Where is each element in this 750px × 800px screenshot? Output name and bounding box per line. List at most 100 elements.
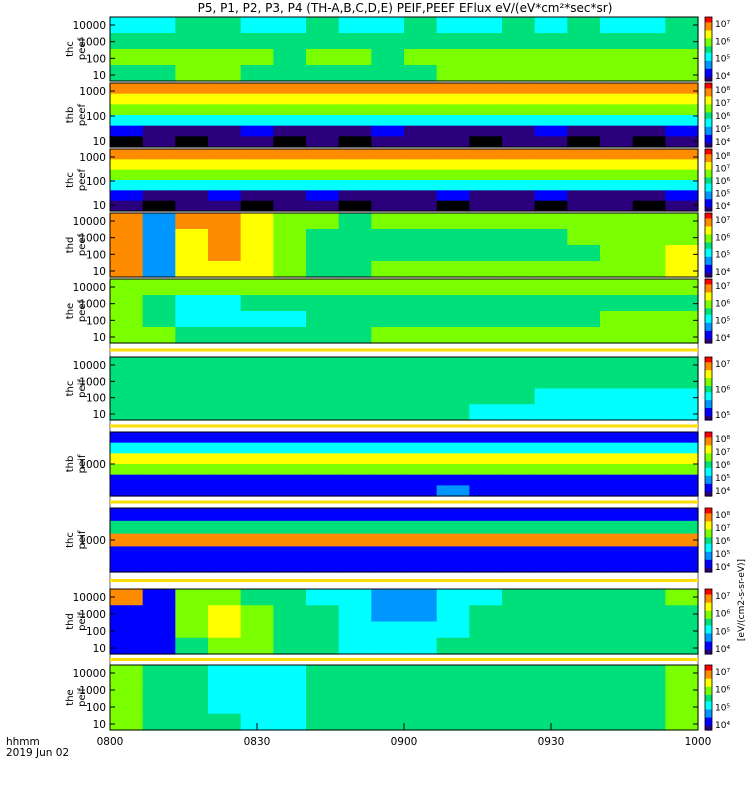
colorbar-cell-1-16 [705,119,712,122]
heatmap-cell-6-0-7 [338,432,372,444]
heatmap-cell-4-3-6 [306,327,340,344]
heatmap-cell-8-1-10 [436,605,470,623]
colorbar-cell-2-9 [705,195,712,198]
colorbar-cell-4-9 [705,327,712,330]
panel-frame-1 [109,82,699,148]
panel-ylabel-2-1: peef [77,168,88,191]
heatmap-cell-9-2-6 [306,697,340,715]
colorbar-tick-label-8-3: 10⁷ [715,592,730,602]
heatmap-cell-8-1-11 [469,605,503,623]
panel-ytick-label-0-3: 10000 [73,20,106,32]
colorbar-cell-3-9 [705,261,712,264]
heatmap-cell-6-4-4 [240,474,274,486]
heatmap-cell-4-3-17 [665,327,699,344]
heatmap-cell-2-4-2 [175,190,209,202]
heatmap-cell-2-5-17 [665,200,699,212]
heatmap-cell-2-4-14 [567,190,601,202]
colorbar-cell-2-39 [705,149,712,152]
heatmap-cell-1-4-14 [567,125,601,137]
heatmap-cell-2-0-7 [338,149,372,160]
heatmap-cell-4-0-1 [142,279,176,296]
heatmap-cell-1-2-3 [208,104,242,116]
heatmap-cell-6-5-9 [404,485,438,497]
heatmap-cell-8-3-7 [338,637,372,655]
colorbar-cell-8-2 [705,649,712,652]
heatmap-cell-3-2-12 [502,245,536,262]
colorbar-cell-6-33 [705,441,712,444]
heatmap-cell-6-0-16 [632,432,666,444]
heatmap-cell-2-2-14 [567,169,601,181]
colorbar-cell-0-13 [705,58,712,61]
heatmap-cell-2-3-7 [338,180,372,191]
colorbar-unit-label: [eV/(cm2-s-sr-eV)] [737,559,747,641]
heatmap-cell-7-2-10 [436,533,470,547]
colorbar-cell-5-31 [705,369,712,372]
heatmap-cell-9-2-3 [208,697,242,715]
heatmap-cell-4-3-8 [371,327,405,344]
heatmap-cell-6-3-2 [175,464,209,476]
colorbar-tick-label-6-2: 10⁶ [715,461,730,471]
heatmap-cell-0-2-5 [273,49,307,66]
heatmap-cell-1-1-13 [534,93,568,105]
heatmap-cell-5-1-8 [371,372,405,390]
heatmap-cell-2-3-9 [404,180,438,191]
colorbar-cell-4-15 [705,317,712,320]
colorbar-cell-8-5 [705,644,712,647]
heatmap-cell-2-4-0 [110,190,144,202]
heatmap-cell-1-5-0 [110,136,144,148]
panel-ylabel-8-1: peif [77,612,88,631]
heatmap-cell-6-5-7 [338,485,372,497]
heatmap-cell-6-5-0 [110,485,144,497]
heatmap-cell-1-4-15 [600,125,634,137]
heatmap-cell-5-2-8 [371,388,405,405]
heatmap-cell-3-1-2 [175,229,209,246]
heatmap-cell-6-4-8 [371,474,405,486]
heatmap-cell-9-1-14 [567,681,601,699]
heatmap-cell-4-0-0 [110,279,144,296]
heatmap-cell-6-2-12 [502,453,536,465]
heatmap-cell-9-2-12 [502,697,536,715]
colorbar-cell-9-8 [705,715,712,718]
colorbar-cell-8-21 [705,618,712,621]
heatmap-cell-0-1-10 [436,33,470,50]
heatmap-cell-0-0-4 [240,17,274,34]
heatmap-cell-7-4-11 [469,559,503,573]
heatmap-cell-0-2-4 [240,49,274,66]
heatmap-cell-6-1-6 [306,442,340,454]
heatmap-cell-0-3-4 [240,65,274,82]
heatmap-cell-9-1-10 [436,681,470,699]
heatmap-cell-0-2-8 [371,49,405,66]
colorbar-cell-2-28 [705,166,712,169]
heatmap-cell-1-4-6 [306,125,340,137]
heatmap-cell-4-3-4 [240,327,274,344]
heatmap-cell-4-1-6 [306,295,340,312]
colorbar-cell-4-31 [705,291,712,294]
heatmap-cell-2-4-3 [208,190,242,202]
heatmap-cell-1-4-13 [534,125,568,137]
colorbar-cell-7-28 [705,525,712,528]
heatmap-cell-5-0-2 [175,357,209,374]
heatmap-cell-4-2-6 [306,311,340,328]
heatmap-cell-3-1-1 [142,229,176,246]
panel-ytick-label-0-0: 10 [93,70,106,82]
heatmap-cell-4-0-15 [600,279,634,296]
colorbar-cell-5-11 [705,401,712,404]
heatmap-cell-4-3-13 [534,327,568,344]
colorbar-cell-4-14 [705,319,712,322]
colorbar-cell-7-17 [705,543,712,546]
colorbar-cell-9-9 [705,713,712,716]
heatmap-cell-0-0-15 [600,17,634,34]
colorbar-cell-9-12 [705,708,712,712]
heatmap-cell-8-0-2 [175,589,209,606]
heatmap-cell-0-1-6 [306,33,340,50]
panel-ytick-label-8-1: 100 [86,626,106,638]
heatmap-cell-9-0-3 [208,665,242,682]
heatmap-cell-7-2-12 [502,533,536,547]
panel-frame-3 [109,212,699,278]
heatmap-cell-2-1-15 [600,159,634,171]
colorbar-cell-2-26 [705,169,712,172]
heatmap-cell-0-1-0 [110,33,144,50]
colorbar-cell-4-29 [705,295,712,298]
heatmap-cell-7-4-17 [665,559,699,573]
colorbar-cell-4-20 [705,309,712,312]
